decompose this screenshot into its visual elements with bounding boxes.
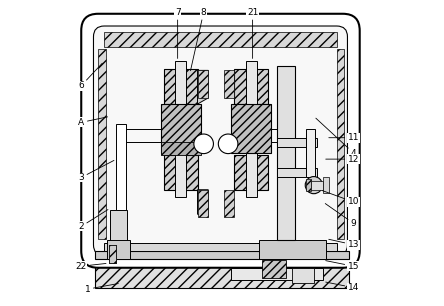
Text: A: A — [78, 117, 107, 127]
Bar — [175, 61, 186, 197]
Bar — [110, 210, 127, 259]
Bar — [277, 66, 295, 240]
Text: 1: 1 — [84, 284, 118, 294]
Circle shape — [194, 134, 214, 154]
Text: 22: 22 — [75, 262, 106, 271]
Bar — [104, 32, 337, 47]
Bar — [223, 70, 234, 98]
Text: 13: 13 — [329, 239, 359, 249]
Text: 3: 3 — [78, 160, 114, 182]
Circle shape — [218, 134, 238, 154]
Bar — [231, 104, 271, 153]
Bar — [107, 240, 130, 259]
Bar — [277, 138, 317, 147]
Bar — [109, 245, 115, 263]
Bar — [95, 251, 349, 259]
Text: 10: 10 — [322, 191, 359, 207]
Bar — [104, 243, 337, 251]
Bar — [116, 124, 126, 210]
Bar — [306, 179, 311, 191]
Bar — [109, 245, 115, 263]
Bar — [223, 190, 234, 217]
Bar — [262, 260, 286, 278]
Circle shape — [305, 177, 322, 194]
Text: 6: 6 — [78, 63, 102, 90]
Text: 15: 15 — [326, 261, 359, 271]
Bar — [259, 240, 326, 259]
Text: 9: 9 — [325, 203, 357, 228]
Text: 4: 4 — [316, 118, 357, 158]
FancyBboxPatch shape — [81, 14, 360, 268]
Bar — [337, 49, 345, 239]
Text: 7: 7 — [175, 8, 181, 58]
FancyBboxPatch shape — [94, 26, 348, 256]
Bar — [231, 268, 323, 280]
Bar — [95, 257, 349, 288]
Bar — [198, 70, 208, 98]
Text: 11: 11 — [329, 133, 359, 142]
Bar — [161, 142, 201, 155]
Bar — [234, 69, 268, 104]
Text: 21: 21 — [247, 8, 258, 58]
Text: 14: 14 — [326, 282, 359, 292]
Bar — [311, 181, 323, 190]
Text: 2: 2 — [79, 210, 108, 231]
Polygon shape — [198, 70, 208, 104]
Bar — [293, 268, 314, 283]
Bar — [198, 190, 208, 217]
Bar — [164, 155, 198, 190]
Text: 8: 8 — [190, 8, 206, 71]
Bar — [98, 49, 106, 239]
Bar — [277, 168, 317, 177]
Bar — [234, 155, 268, 190]
Text: 12: 12 — [326, 155, 359, 164]
Bar — [164, 69, 198, 104]
Polygon shape — [198, 190, 208, 217]
Bar — [306, 129, 315, 177]
Bar — [323, 177, 329, 193]
Bar — [161, 104, 201, 153]
Bar — [246, 61, 257, 197]
